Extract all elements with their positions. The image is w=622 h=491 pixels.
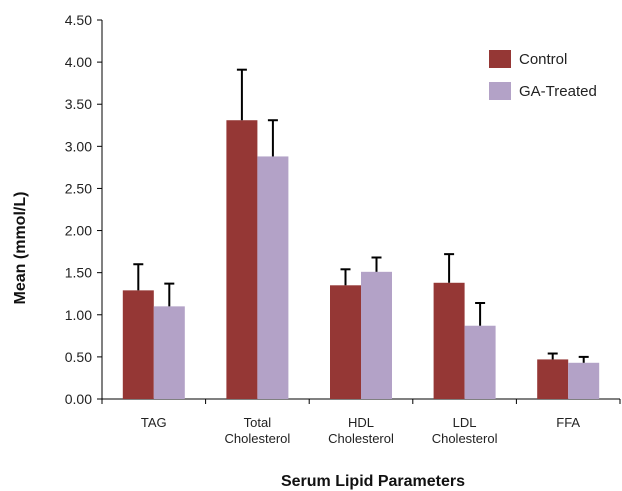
bars [122,68,600,400]
y-tick-label: 1.00 [65,307,92,323]
bar-control [122,290,154,399]
y-tick-label: 2.50 [65,180,92,196]
x-category-label: TAG [141,415,167,430]
y-axis-title: Mean (mmol/L) [12,192,29,305]
legend-swatch-ga-treated [489,82,511,100]
x-category-label: LDL [453,415,477,430]
x-axis-title: Serum Lipid Parameters [281,473,465,490]
y-tick-label: 3.50 [65,96,92,112]
bar-control [330,285,361,399]
y-tick-label: 4.00 [65,54,92,70]
y-tick-label: 2.00 [65,223,92,239]
x-category-label: Cholesterol [225,431,291,446]
bar-ga-treated [257,156,289,399]
legend: Control GA-Treated [489,50,597,100]
x-category-label: Total [244,415,272,430]
y-tick-label: 3.00 [65,138,92,154]
bar-control [433,282,465,399]
bar-ga-treated [153,306,185,399]
x-category-label: Cholesterol [328,431,394,446]
x-category-label: HDL [348,415,374,430]
x-category-label: Cholesterol [432,431,498,446]
legend-label-ga-treated: GA-Treated [519,83,597,100]
legend-label-control: Control [519,51,567,68]
x-category-label: FFA [556,415,580,430]
bar-control [537,359,569,399]
y-tick-label: 0.00 [65,391,92,407]
y-tick-label: 0.50 [65,349,92,365]
y-tick-label: 4.50 [65,12,92,28]
y-axis: 0.00 0.50 1.00 1.50 2.00 2.50 3.00 3.50 4.00 4.50 [65,12,103,407]
bar-control [226,120,258,400]
bar-ga-treated [568,362,600,399]
x-axis: TAG TotalCholesterolHDLCholesterolLDLChol… [101,398,621,446]
legend-swatch-control [489,50,511,68]
bar-ga-treated [361,271,392,399]
bar-ga-treated [464,325,496,399]
y-tick-label: 1.50 [65,265,92,281]
